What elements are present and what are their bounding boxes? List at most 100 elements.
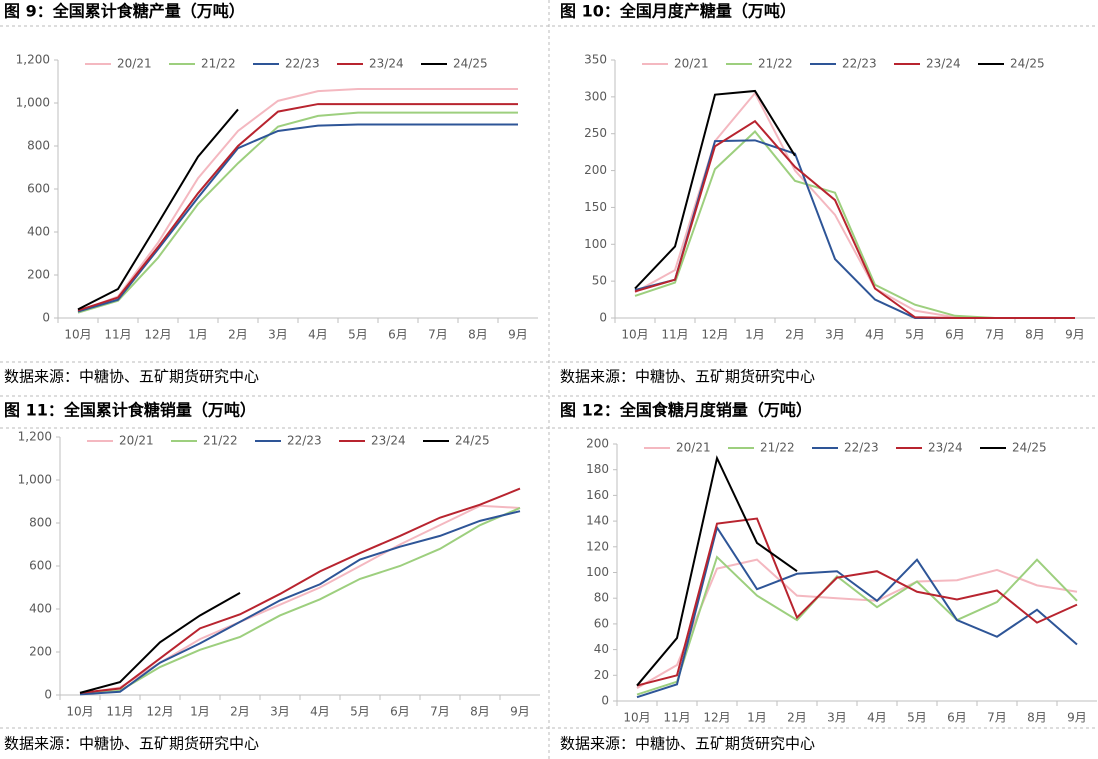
legend-label: 22/23 [285,57,320,71]
x-tick-label: 1月 [188,328,208,342]
legend-label: 20/21 [674,57,709,71]
chart-title: 图 10：全国月度产糖量（万吨） [560,2,796,21]
x-tick-label: 3月 [827,711,847,725]
y-tick-label: 600 [29,559,52,573]
y-tick-label: 200 [584,163,607,177]
y-tick-label: 100 [586,565,609,579]
series-line [77,108,239,311]
y-tick-label: 80 [594,591,609,605]
legend-label: 23/24 [371,434,406,448]
series-line [636,517,1078,687]
x-tick-label: 6月 [945,328,965,342]
legend-label: 22/23 [287,434,322,448]
y-tick-label: 60 [594,616,609,630]
x-tick-label: 7月 [987,711,1007,725]
source-note: 数据来源：中糖协、五矿期货研究中心 [4,735,259,753]
series-line [77,111,518,314]
x-tick-label: 11月 [661,328,688,342]
series-line [634,91,1075,319]
series-line [79,504,521,695]
y-tick-label: 800 [29,516,52,530]
y-tick-label: 1,200 [18,430,52,444]
y-tick-label: 250 [584,126,607,140]
x-tick-label: 4月 [867,711,887,725]
legend-label: 20/21 [676,441,711,455]
x-tick-label: 10月 [621,328,648,342]
x-tick-label: 11月 [106,705,133,719]
series-line [77,103,518,312]
x-tick-label: 7月 [430,705,450,719]
x-tick-label: 12月 [146,705,173,719]
legend-label: 24/25 [453,57,488,71]
x-tick-label: 3月 [270,705,290,719]
x-tick-label: 7月 [985,328,1005,342]
x-tick-label: 5月 [350,705,370,719]
series-line [634,89,796,290]
x-tick-label: 12月 [144,328,171,342]
x-tick-label: 2月 [787,711,807,725]
y-tick-label: 180 [586,462,609,476]
y-tick-label: 100 [584,237,607,251]
x-tick-label: 2月 [228,328,248,342]
y-tick-label: 350 [584,53,607,67]
x-tick-label: 8月 [468,328,488,342]
legend-label: 21/22 [760,441,795,455]
x-tick-label: 4月 [308,328,328,342]
y-tick-label: 160 [586,488,609,502]
x-tick-label: 1月 [745,328,765,342]
series-line [79,510,521,696]
x-tick-label: 1月 [747,711,767,725]
series-line [636,525,1078,699]
x-tick-label: 2月 [785,328,805,342]
x-tick-label: 8月 [1025,328,1045,342]
source-note: 数据来源：中糖协、五矿期货研究中心 [4,368,259,386]
legend-label: 21/22 [203,434,238,448]
x-tick-label: 5月 [907,711,927,725]
y-tick-label: 0 [44,688,52,702]
legend-label: 22/23 [844,441,879,455]
y-tick-label: 1,200 [16,53,50,67]
x-tick-label: 11月 [663,711,690,725]
y-tick-label: 600 [27,182,50,196]
x-tick-label: 10月 [66,705,93,719]
legend-label: 24/25 [455,434,490,448]
chart-title: 图 9：全国累计食糖产量（万吨） [4,2,245,21]
y-tick-label: 40 [594,642,609,656]
y-tick-label: 0 [42,311,50,325]
series-line [79,487,521,694]
y-tick-label: 200 [29,645,52,659]
legend-label: 20/21 [117,57,152,71]
x-tick-label: 4月 [310,705,330,719]
series-line [634,119,1075,319]
series-line [636,455,798,687]
y-tick-label: 120 [586,539,609,553]
legend-label: 21/22 [201,57,236,71]
x-tick-label: 4月 [865,328,885,342]
y-tick-label: 20 [594,668,609,682]
y-tick-label: 150 [584,200,607,214]
y-tick-label: 200 [586,437,609,451]
y-tick-label: 1,000 [18,473,52,487]
series-line [634,139,1075,319]
x-tick-label: 3月 [268,328,288,342]
x-tick-label: 8月 [1027,711,1047,725]
chart-title: 图 12：全国食糖月度销量（万吨） [560,401,812,420]
x-tick-label: 1月 [190,705,210,719]
x-tick-label: 9月 [1065,328,1085,342]
x-tick-label: 10月 [623,711,650,725]
x-tick-label: 5月 [905,328,925,342]
legend-label: 24/25 [1012,441,1047,455]
y-tick-label: 0 [599,311,607,325]
y-tick-label: 1,000 [16,96,50,110]
y-tick-label: 200 [27,268,50,282]
x-tick-label: 3月 [825,328,845,342]
source-note: 数据来源：中糖协、五矿期货研究中心 [560,368,815,386]
series-line [77,88,518,313]
x-tick-label: 10月 [64,328,91,342]
series-line [77,123,518,313]
legend-label: 23/24 [369,57,404,71]
y-tick-label: 400 [29,602,52,616]
legend-label: 21/22 [758,57,793,71]
x-tick-label: 7月 [428,328,448,342]
series-line [79,507,521,695]
